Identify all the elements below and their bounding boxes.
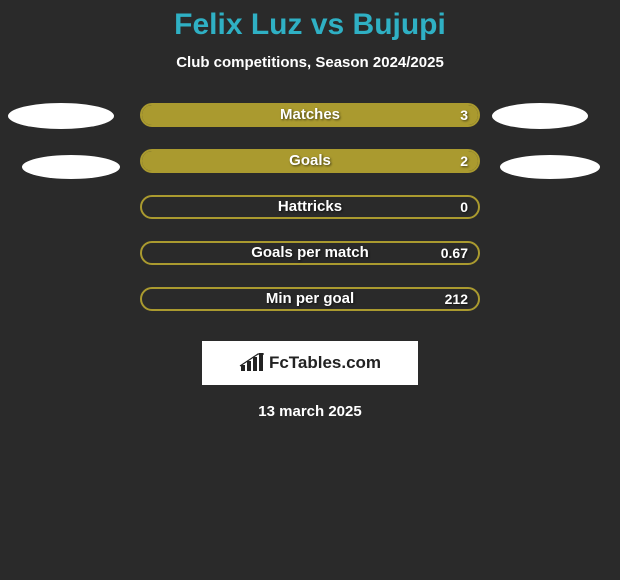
- logo-text: FcTables.com: [269, 353, 381, 373]
- stat-bar-track: [140, 287, 480, 311]
- stat-bar-fill: [142, 105, 478, 125]
- stats-area: Matches3Goals2Hattricks0Goals per match0…: [0, 103, 620, 333]
- logo-box[interactable]: FcTables.com: [202, 341, 418, 385]
- stat-row: Goals2: [0, 149, 620, 195]
- stat-row: Matches3: [0, 103, 620, 149]
- stat-row: Goals per match0.67: [0, 241, 620, 287]
- page-subtitle: Club competitions, Season 2024/2025: [0, 54, 620, 71]
- container: Felix Luz vs Bujupi Club competitions, S…: [0, 0, 620, 420]
- logo-inner: FcTables.com: [239, 353, 381, 373]
- stat-bar-track: [140, 195, 480, 219]
- stat-row: Min per goal212: [0, 287, 620, 333]
- stat-bar-track: [140, 149, 480, 173]
- stat-bar-fill: [142, 151, 478, 171]
- stat-row: Hattricks0: [0, 195, 620, 241]
- stat-bar-track: [140, 241, 480, 265]
- page-title: Felix Luz vs Bujupi: [0, 8, 620, 42]
- stat-bar-track: [140, 103, 480, 127]
- bars-icon: [239, 353, 265, 373]
- date-text: 13 march 2025: [0, 403, 620, 420]
